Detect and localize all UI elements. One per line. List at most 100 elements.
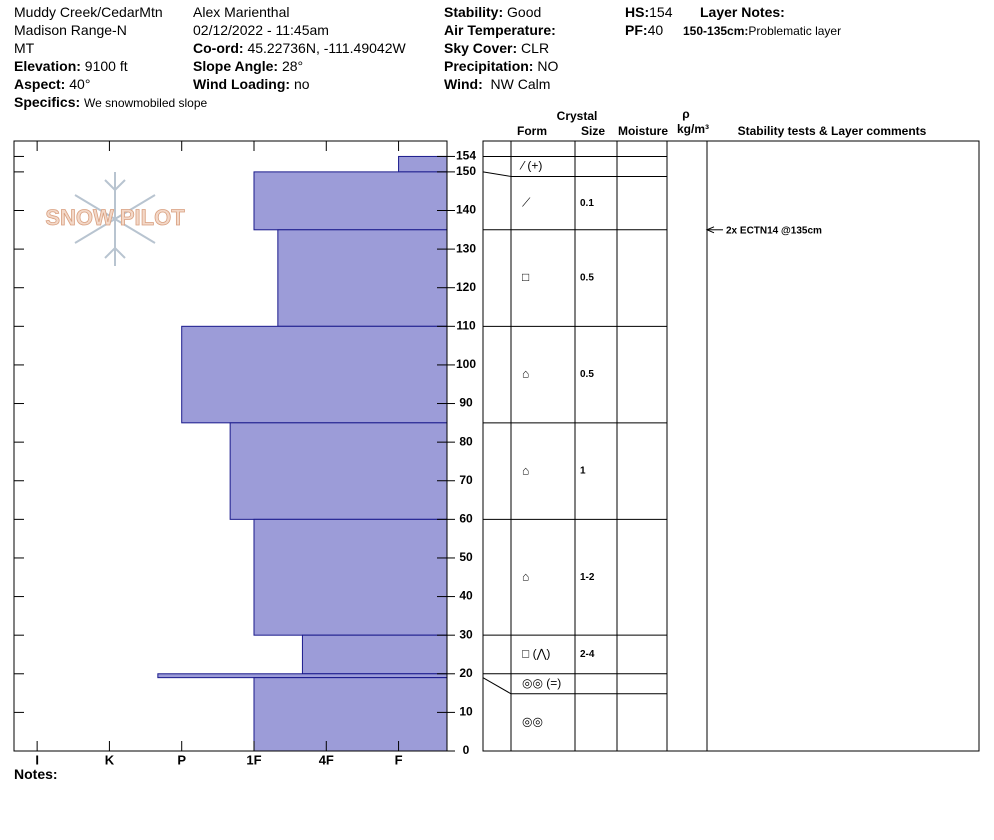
grain-form: ◎◎ [522,715,543,729]
text: Problematic layer [748,24,842,38]
sky-cover: Sky Cover: CLR [444,40,549,56]
grain-size: 0.5 [580,369,594,380]
grain-form: □ [522,270,529,284]
value: 28° [281,58,304,74]
label: Layer Notes: [700,4,785,20]
value: 154 [649,4,673,20]
range: Madison Range-N [14,22,127,38]
column-header: Stability tests & Layer comments [738,124,927,138]
x-tick-label: P [177,752,186,767]
label: Specifics: [14,94,81,110]
datetime: 02/12/2022 - 11:45am [193,22,329,38]
y-tick-label: 30 [459,627,473,641]
wind: Wind: NW Calm [444,76,550,92]
y-tick-label: 100 [456,357,476,371]
label: Precipitation: [444,58,534,74]
grain-form: ⌂ [522,367,529,381]
value: no [293,76,310,92]
snowflake-branch [104,246,126,259]
label: HS: [625,4,650,20]
grain-size: 1 [580,466,586,477]
label: Stability: [444,4,504,20]
air-temperature: Air Temperature: [444,22,556,38]
grain-size: 2-4 [580,649,595,660]
stability: Stability: Good [444,4,541,20]
y-tick-label: 130 [456,241,476,255]
elevation: Elevation: 9100 ft [14,58,128,74]
snowflake-arm [74,194,156,244]
y-tick-label: 120 [456,280,476,294]
y-tick-label: 10 [459,705,473,719]
label: Elevation: [14,58,81,74]
column-header: kg/m³ [677,122,709,136]
hardness-bar [157,673,448,679]
x-tick-label: I [35,752,39,767]
label: Slope Angle: [193,58,279,74]
hardness-bar [253,171,448,231]
label: Wind: [444,76,483,92]
hardness-bar [398,155,448,173]
connector [482,171,512,177]
x-tick-label: F [395,752,403,767]
y-tick-label: 80 [459,434,473,448]
grain-form: ⌂ [522,463,529,477]
wind-loading: Wind Loading: no [193,76,310,92]
grain-size: 1-2 [580,572,595,583]
value: 45.22736N, -111.49042W [247,40,406,56]
y-tick-label: 40 [459,589,473,603]
slope-angle: Slope Angle: 28° [193,58,303,74]
value: CLR [521,40,550,56]
y-tick-label: 50 [459,550,473,564]
x-tick-label: 1F [246,752,261,767]
y-tick-label: 70 [459,473,473,487]
hardness-bar [277,229,448,327]
location: Muddy Creek/CedarMtn [14,4,163,20]
table-frame [482,140,980,752]
column-header: Size [581,124,605,138]
hardness-bar [301,634,448,675]
value: 40 [647,22,664,38]
grain-size: 0.5 [580,273,594,284]
profile-frame [13,140,448,752]
y-tick-label: 0 [463,743,470,757]
hardness-bar [181,325,448,424]
state: MT [14,40,35,56]
logo-text: SNOW PILOT [45,205,185,230]
label: Co-ord: [193,40,244,56]
logo [74,172,156,266]
precipitation: Precipitation: NO [444,58,558,74]
grain-form: ⟋ [522,195,531,209]
column-header: Form [517,124,547,138]
layer-note: 150-135cm:Problematic layer [683,24,841,38]
comment: 2x ECTN14 @135cm [726,225,822,236]
range: 150-135cm: [683,24,749,38]
hardness-bar [253,518,448,636]
column-header: Crystal [557,109,598,123]
y-tick-label: 20 [459,666,473,680]
hardness-bar [229,422,448,520]
value: NO [537,58,559,74]
snowflake-branch [104,179,126,192]
grain-size: 0.1 [580,198,594,209]
column-header: ρ [682,107,689,121]
connector [482,677,512,695]
hs: HS:154 [625,4,672,20]
label: Sky Cover: [444,40,518,56]
y-tick-label: 150 [456,164,476,178]
layer-notes: Layer Notes: [700,4,785,20]
y-tick-label: 140 [456,203,476,217]
grain-form: ◎◎ (=) [522,676,561,690]
grain-form: ⁄ (+) [519,159,542,173]
pf: PF:40 [625,22,663,38]
x-tick-label: 4F [319,752,334,767]
grain-form: □ (⋀) [522,647,550,661]
value: 9100 ft [84,58,128,74]
aspect: Aspect: 40° [14,76,90,92]
label: Air Temperature: [444,22,556,38]
specifics: Specifics: We snowmobiled slope [14,94,207,110]
grain-form: ⌂ [522,569,529,583]
y-tick-label: 60 [459,512,473,526]
coord: Co-ord: 45.22736N, -111.49042W [193,40,406,56]
